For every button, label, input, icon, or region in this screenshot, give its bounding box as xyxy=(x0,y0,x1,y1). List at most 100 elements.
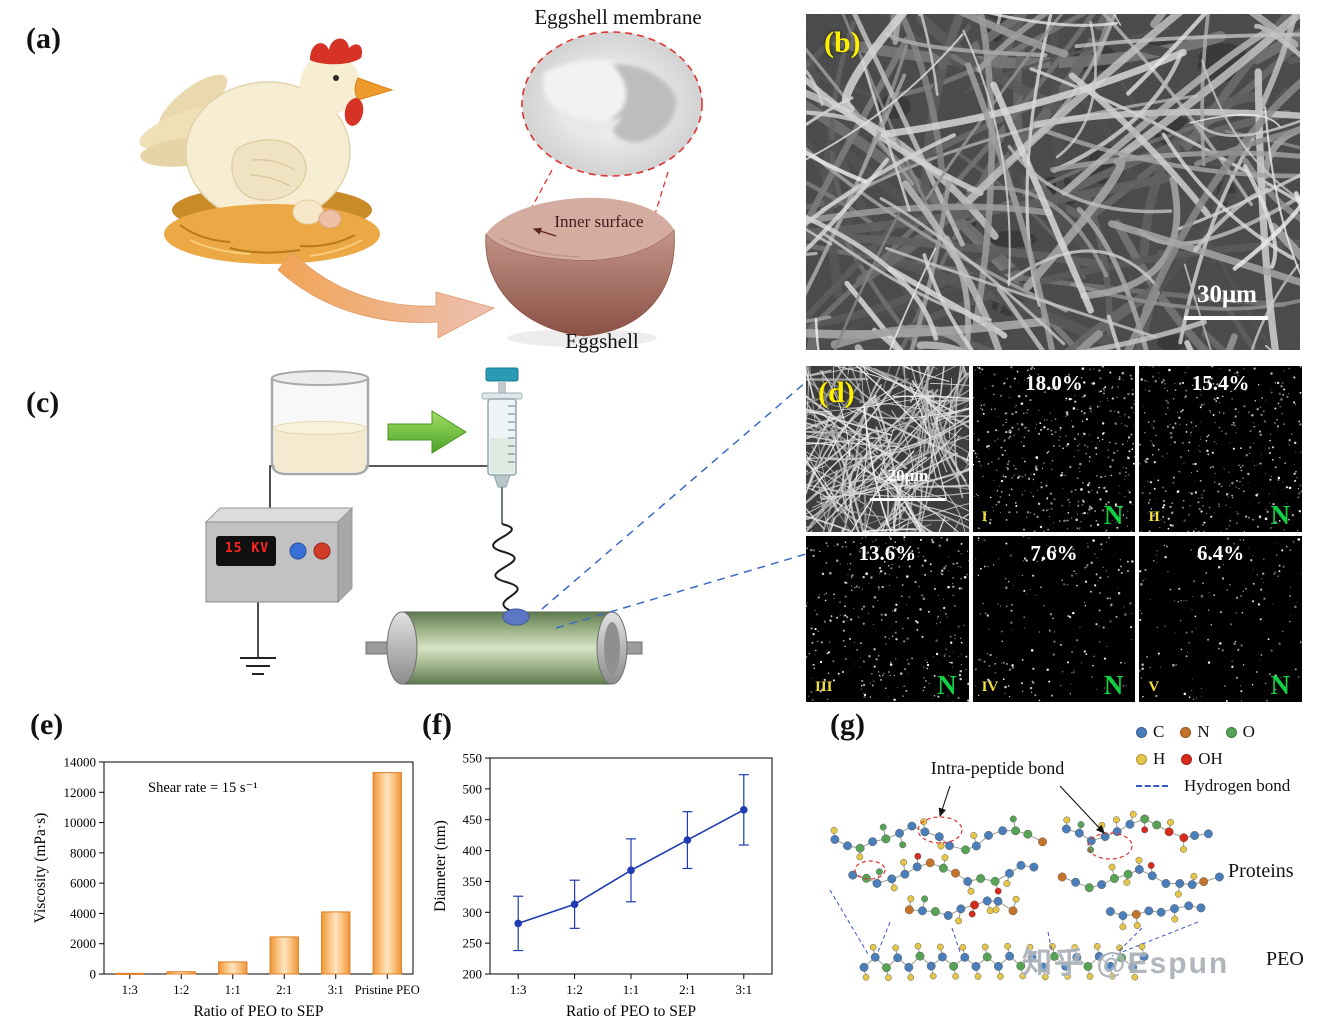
legend-item-o: O xyxy=(1225,722,1255,742)
membrane-piece xyxy=(543,59,636,122)
svg-text:2:1: 2:1 xyxy=(679,982,696,997)
legend-item-n: N xyxy=(1180,722,1210,742)
eggshell-shadow xyxy=(507,329,657,347)
inner-surface-label: Inner surface xyxy=(554,212,644,231)
svg-text:500: 500 xyxy=(463,781,483,796)
chicken-eye xyxy=(333,75,339,81)
svg-text:14000: 14000 xyxy=(64,755,97,770)
supply-side xyxy=(337,506,353,604)
syringe-solution xyxy=(490,438,514,473)
legend-row: H OH xyxy=(1136,749,1290,769)
element-n-label: N xyxy=(1270,670,1291,700)
hydrogen-bond-label: Hydrogen bond xyxy=(1184,776,1291,795)
beaker-rim xyxy=(271,370,369,386)
inner-surface-arrow xyxy=(532,227,557,237)
svg-text:10000: 10000 xyxy=(64,815,97,830)
chicken-illustration xyxy=(139,38,394,223)
blue-button xyxy=(289,542,307,560)
process-arrow xyxy=(277,251,496,339)
eds-map-image xyxy=(1139,366,1302,532)
eds-map-image xyxy=(972,536,1136,702)
comb xyxy=(310,38,363,65)
membrane-inset xyxy=(521,31,703,225)
wattle xyxy=(344,98,364,126)
legend-item-oh: OH xyxy=(1181,749,1223,769)
svg-text:2:1: 2:1 xyxy=(276,983,292,997)
map-numeral: V xyxy=(1148,679,1160,695)
panel-e-label: (e) xyxy=(30,708,64,741)
whipping-jet xyxy=(492,523,519,613)
chicken-head xyxy=(300,54,360,114)
power-supply xyxy=(204,506,354,604)
map-numeral: II xyxy=(1148,509,1161,525)
panel-g-label: (g) xyxy=(830,708,865,741)
membrane-piece xyxy=(559,110,622,136)
atom-oh-icon xyxy=(1181,753,1193,765)
scale-bar-label: 20μm xyxy=(887,466,929,485)
wing-line xyxy=(249,174,291,187)
beaker-solution xyxy=(274,428,366,472)
molecular-diagram xyxy=(829,785,1224,982)
eggshell-illustration xyxy=(485,197,675,347)
syringe-flange xyxy=(481,392,523,400)
collector-drum xyxy=(365,611,643,685)
red-button xyxy=(313,542,331,560)
svg-text:Shear rate = 15 s⁻¹: Shear rate = 15 s⁻¹ xyxy=(148,780,258,796)
scale-bar-label: 30μm xyxy=(1197,281,1257,308)
solution-surface xyxy=(273,421,367,435)
atom-h-label: H xyxy=(1153,749,1166,768)
legend-item-c: C xyxy=(1136,722,1164,742)
atom-o-icon xyxy=(1225,726,1237,738)
svg-text:550: 550 xyxy=(463,751,483,766)
peo-label: PEO xyxy=(1266,948,1304,970)
egg xyxy=(318,209,342,229)
svg-text:300: 300 xyxy=(463,905,483,920)
svg-text:1:2: 1:2 xyxy=(566,982,583,997)
atom-o-label: O xyxy=(1242,722,1255,741)
sem-image-nanofibers xyxy=(806,366,969,532)
membrane-dashed-circle xyxy=(521,31,703,177)
nitrogen-percent: 15.4% xyxy=(1191,371,1250,395)
element-n-label: N xyxy=(1103,500,1124,530)
fiber-deposit xyxy=(502,608,530,626)
panel-a-illustration xyxy=(139,31,703,347)
svg-text:4000: 4000 xyxy=(70,906,96,921)
svg-text:1:1: 1:1 xyxy=(225,983,241,997)
syringe-graduations xyxy=(508,405,515,463)
svg-text:Viscosity (mPa·s): Viscosity (mPa·s) xyxy=(32,813,49,924)
eds-map-image xyxy=(1139,536,1302,702)
beaker xyxy=(270,370,370,476)
svg-text:3:1: 3:1 xyxy=(328,983,344,997)
element-n-label: N xyxy=(1270,500,1291,530)
svg-text:Ratio of PEO to SEP: Ratio of PEO to SEP xyxy=(566,1003,696,1020)
inner-shading xyxy=(499,237,581,258)
eds-map-tile: 18.0% I N xyxy=(972,366,1136,532)
drum-body xyxy=(401,611,613,685)
atom-h-icon xyxy=(1136,753,1147,765)
needle-hub xyxy=(493,474,511,488)
atom-c-label: C xyxy=(1153,722,1165,741)
plunger-cap xyxy=(485,367,519,382)
svg-text:400: 400 xyxy=(463,843,483,858)
atom-oh-label: OH xyxy=(1198,749,1223,768)
nitrogen-percent: 6.4% xyxy=(1197,541,1245,565)
atom-legend: C N O H OH Hydrogen bond xyxy=(1136,722,1290,803)
element-n-label: N xyxy=(937,670,957,700)
drum-cap-left xyxy=(386,611,418,685)
panel-a-label: (a) xyxy=(26,22,61,55)
voltage-display xyxy=(216,536,276,566)
svg-text:2000: 2000 xyxy=(70,936,96,951)
proteins-label: Proteins xyxy=(1228,860,1294,882)
map-numeral: III xyxy=(815,679,833,695)
svg-text:1:3: 1:3 xyxy=(510,982,527,997)
egg xyxy=(292,199,324,225)
eds-map-tile: 7.6% IV N xyxy=(972,536,1136,702)
beak xyxy=(354,77,394,101)
transfer-arrow xyxy=(387,410,467,454)
hv-wire xyxy=(269,465,497,512)
eds-map-tile: 13.6% III N xyxy=(806,536,969,702)
straw xyxy=(309,239,363,257)
map-numeral: IV xyxy=(981,679,999,695)
svg-text:12000: 12000 xyxy=(64,785,97,800)
